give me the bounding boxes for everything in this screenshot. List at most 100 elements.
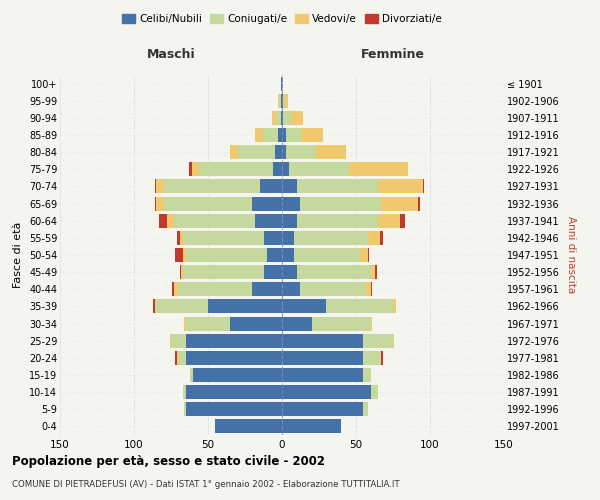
Bar — [156, 196, 164, 210]
Bar — [177, 351, 178, 365]
Bar — [291, 111, 303, 125]
Bar — [186, 248, 267, 262]
Bar — [282, 420, 341, 434]
Bar — [267, 248, 282, 262]
Bar — [183, 385, 186, 399]
Bar — [282, 402, 364, 416]
Bar — [282, 300, 326, 314]
Bar — [364, 368, 371, 382]
Bar — [186, 334, 282, 347]
Bar — [294, 248, 361, 262]
Bar — [174, 282, 178, 296]
Bar — [289, 162, 349, 176]
Bar — [183, 248, 186, 262]
Bar — [286, 128, 301, 142]
Bar — [282, 334, 364, 347]
Bar — [178, 351, 186, 365]
Bar — [300, 282, 367, 296]
Bar — [193, 368, 282, 382]
Bar — [311, 316, 371, 330]
Bar — [253, 196, 282, 210]
Bar — [256, 128, 263, 142]
Bar — [282, 231, 294, 245]
Bar — [263, 128, 278, 142]
Bar — [282, 351, 364, 365]
Bar — [171, 334, 186, 347]
Bar — [364, 402, 368, 416]
Bar — [208, 300, 282, 314]
Bar — [164, 180, 260, 194]
Y-axis label: Anni di nascita: Anni di nascita — [566, 216, 577, 294]
Bar — [264, 265, 282, 279]
Bar — [155, 196, 156, 210]
Bar — [172, 282, 174, 296]
Bar — [178, 282, 253, 296]
Bar — [189, 162, 192, 176]
Bar — [281, 111, 282, 125]
Bar — [190, 368, 193, 382]
Bar — [282, 248, 294, 262]
Bar — [156, 180, 164, 194]
Bar — [184, 316, 186, 330]
Bar — [282, 111, 283, 125]
Bar — [183, 231, 264, 245]
Bar — [279, 94, 281, 108]
Bar — [273, 162, 282, 176]
Bar — [282, 162, 289, 176]
Bar — [282, 128, 286, 142]
Bar — [192, 162, 199, 176]
Bar — [368, 248, 370, 262]
Bar — [238, 145, 275, 159]
Bar — [418, 196, 419, 210]
Bar — [155, 300, 156, 314]
Bar — [282, 145, 286, 159]
Bar — [282, 214, 297, 228]
Bar — [393, 300, 396, 314]
Bar — [400, 214, 405, 228]
Bar — [155, 180, 156, 194]
Bar — [316, 145, 346, 159]
Bar — [349, 162, 408, 176]
Bar — [283, 94, 285, 108]
Bar — [282, 368, 364, 382]
Bar — [282, 94, 283, 108]
Bar — [272, 111, 276, 125]
Bar — [253, 282, 282, 296]
Bar — [180, 231, 183, 245]
Bar — [326, 300, 393, 314]
Bar — [301, 128, 323, 142]
Bar — [381, 351, 383, 365]
Bar — [282, 316, 311, 330]
Bar — [367, 282, 371, 296]
Bar — [186, 316, 230, 330]
Bar — [183, 265, 264, 279]
Bar — [282, 196, 300, 210]
Bar — [375, 265, 377, 279]
Legend: Celibi/Nubili, Coniugati/e, Vedovi/e, Divorziati/e: Celibi/Nubili, Coniugati/e, Vedovi/e, Di… — [118, 10, 446, 29]
Bar — [180, 265, 181, 279]
Bar — [215, 420, 282, 434]
Bar — [278, 94, 279, 108]
Bar — [282, 76, 283, 90]
Bar — [380, 231, 383, 245]
Bar — [186, 385, 282, 399]
Bar — [422, 180, 424, 194]
Bar — [186, 351, 282, 365]
Bar — [297, 214, 378, 228]
Bar — [364, 351, 381, 365]
Bar — [167, 214, 174, 228]
Bar — [282, 180, 297, 194]
Bar — [281, 94, 282, 108]
Text: Maschi: Maschi — [146, 48, 196, 62]
Text: Popolazione per età, sesso e stato civile - 2002: Popolazione per età, sesso e stato civil… — [12, 455, 325, 468]
Bar — [297, 180, 378, 194]
Bar — [256, 214, 282, 228]
Bar — [186, 402, 282, 416]
Bar — [184, 402, 186, 416]
Bar — [371, 316, 372, 330]
Bar — [177, 231, 180, 245]
Bar — [276, 111, 281, 125]
Bar — [286, 145, 316, 159]
Bar — [283, 111, 291, 125]
Bar — [294, 231, 368, 245]
